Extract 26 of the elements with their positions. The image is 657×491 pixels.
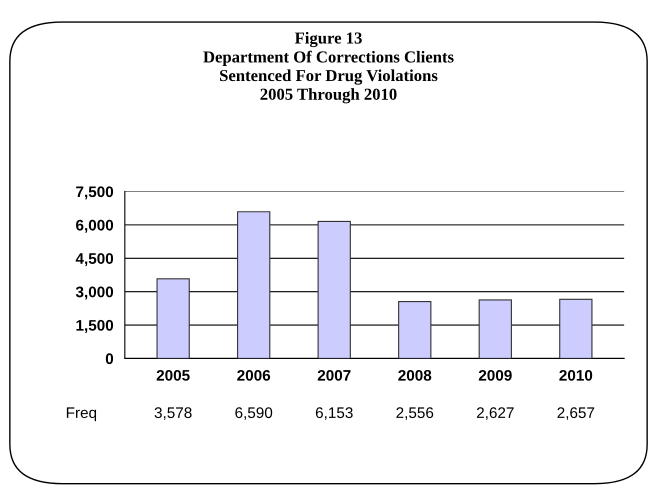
data-label: 6,590: [235, 407, 272, 420]
bar: [237, 211, 270, 358]
data-label: 3,578: [154, 407, 192, 420]
y-tick-label: 4,500: [76, 253, 114, 266]
chart-title: Figure 13 Department Of Corrections Clients Sentenced For Drug Violations 2005 Through 2010: [203, 32, 454, 104]
x-tick-label: 2006: [237, 370, 270, 381]
x-tick-label: 2009: [478, 370, 512, 381]
x-tick-label: 2010: [559, 370, 592, 381]
data-label: 2,556: [396, 407, 434, 420]
y-tick-label: 6,000: [76, 220, 114, 233]
bar: [478, 299, 512, 358]
x-tick-label: 2005: [156, 370, 190, 381]
text: Freq: [66, 407, 96, 422]
bar: [398, 300, 432, 358]
x-tick-label: 2008: [398, 370, 432, 381]
y-tick-label: 7,500: [76, 186, 114, 200]
data-label: 2,627: [476, 407, 514, 420]
bar: [559, 298, 592, 358]
data-label: 6,153: [316, 407, 353, 420]
x-tick-label: 2007: [318, 370, 351, 381]
data-label: 2,657: [557, 407, 594, 420]
bar: [318, 220, 351, 358]
y-tick-label: 0: [106, 353, 114, 364]
bar: [156, 278, 190, 358]
y-tick-label: 1,500: [76, 320, 114, 333]
y-tick-label: 3,000: [76, 286, 114, 300]
